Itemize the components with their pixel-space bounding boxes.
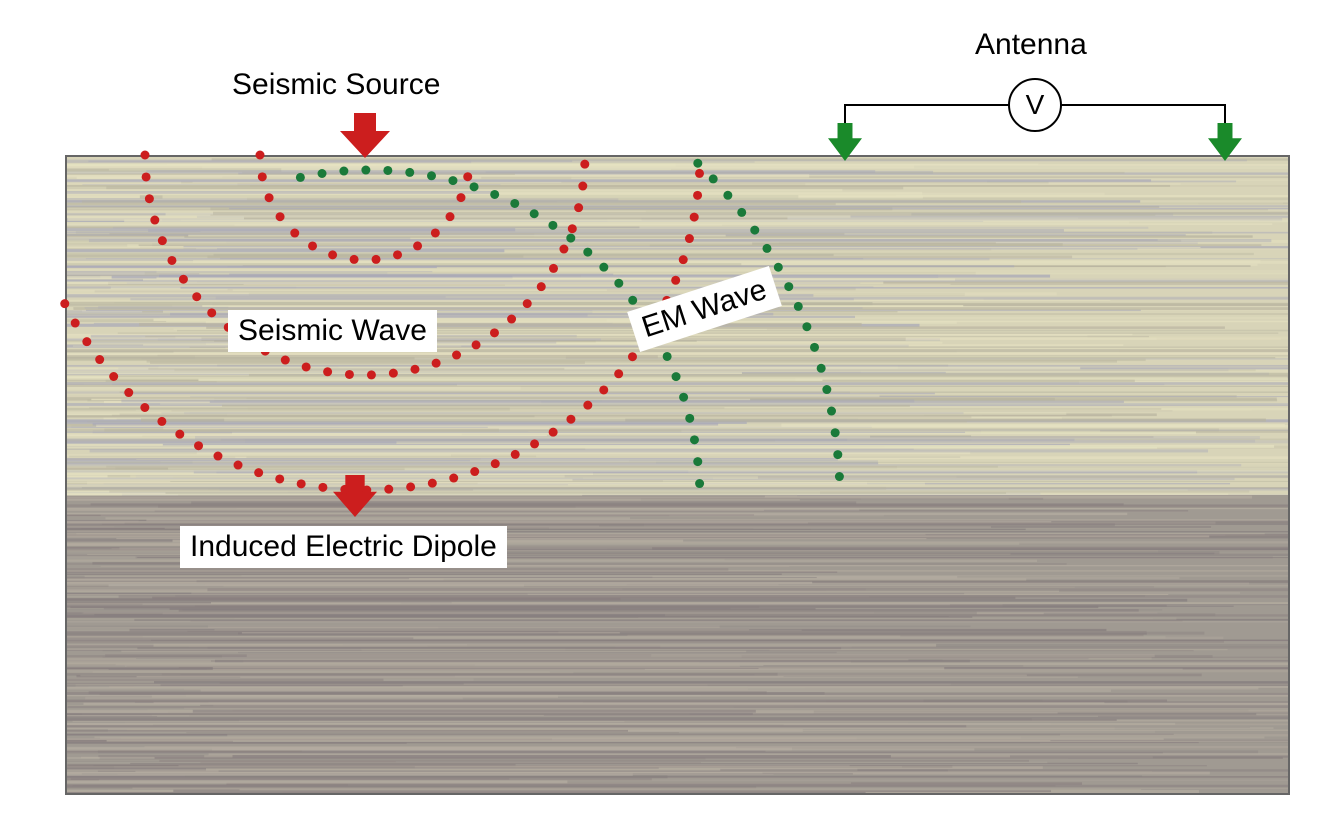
antenna-right-arrow-icon: [1208, 123, 1242, 161]
antenna-label: Antenna: [975, 28, 1087, 62]
diagram-root: Seismic Source Antenna V Seismic Wave EM…: [0, 0, 1319, 817]
seismic-source-arrow-icon: [340, 113, 390, 158]
seismic-wave-label: Seismic Wave: [228, 310, 437, 352]
dipole-label: Induced Electric Dipole: [180, 526, 507, 568]
antenna-left-arrow-icon: [828, 123, 862, 161]
dipole-arrow-icon: [333, 475, 377, 517]
seismic-source-label: Seismic Source: [232, 68, 440, 102]
ground-cross-section: [65, 155, 1290, 795]
ground-texture: [67, 157, 1288, 793]
voltmeter-label: V: [1026, 89, 1045, 120]
